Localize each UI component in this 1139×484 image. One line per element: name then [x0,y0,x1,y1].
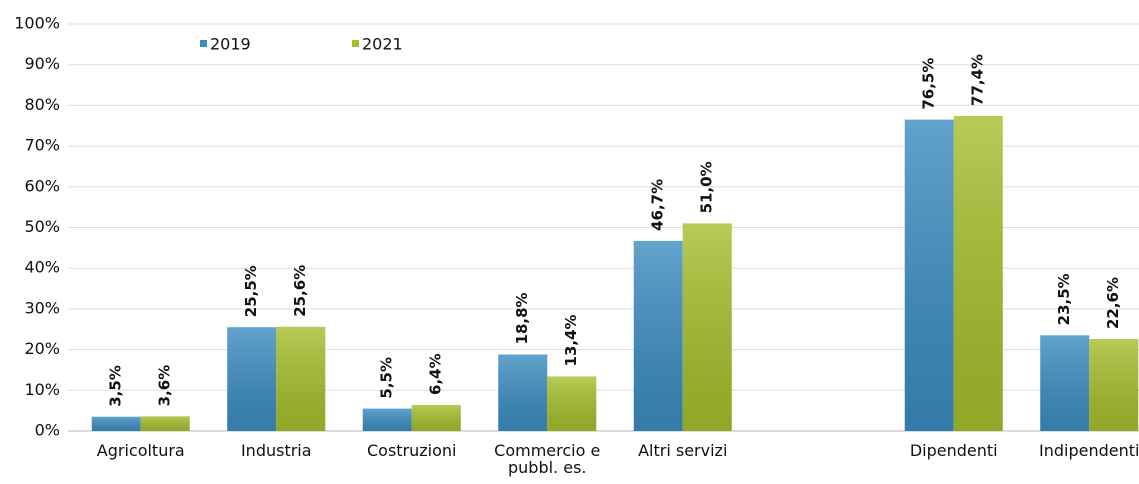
y-tick-label: 60% [24,176,60,195]
y-tick-label: 100% [14,14,60,33]
bar-shade [362,408,412,431]
value-label: 46,7% [649,179,667,231]
value-label: 13,4% [562,314,580,366]
bar-shade [1089,339,1139,431]
legend-swatch [200,40,207,47]
bar-shade [953,115,1003,432]
value-label: 25,5% [242,265,260,317]
bar-shade [904,119,954,432]
value-label: 25,6% [291,265,309,317]
bar-shade [276,326,326,431]
value-label: 3,5% [107,365,125,407]
y-tick-label: 30% [24,298,60,317]
legend-label: 2021 [362,35,403,54]
y-tick-label: 50% [24,217,60,236]
x-tick-label: Commercio e pubbl. es. [494,441,601,477]
value-label: 77,4% [969,54,987,106]
y-tick-label: 70% [24,136,60,155]
legend-label: 2019 [210,35,251,54]
y-tick-label: 10% [24,380,60,399]
x-tick-label: Industria [240,441,312,460]
y-tick-label: 0% [35,421,60,440]
bar-shade [411,404,461,431]
value-label: 6,4% [427,353,445,395]
value-label: 18,8% [513,292,531,344]
y-tick-label: 90% [24,54,60,73]
y-tick-label: 20% [24,339,60,358]
bar-shade [91,416,141,431]
value-label: 3,6% [156,365,174,407]
bar-shade [498,354,548,431]
x-tick-label: Altri servizi [638,441,728,460]
value-label: 22,6% [1104,277,1122,329]
value-label: 23,5% [1055,273,1073,325]
bar-shade [633,240,683,431]
x-tick-label: Dipendenti [909,441,998,460]
x-tick-label: Agricoltura [96,441,185,460]
y-tick-label: 40% [24,258,60,277]
legend-swatch [352,40,359,47]
bar-shade [140,416,190,431]
value-label: 5,5% [378,357,396,399]
x-tick-label: Indipendenti [1039,441,1139,460]
bar-shade [547,376,597,431]
value-label: 76,5% [920,58,938,110]
y-tick-label: 80% [24,95,60,114]
bar-shade [1040,335,1090,431]
x-tick-label: Costruzioni [366,441,457,460]
bar-shade [682,223,732,431]
bar-shade [227,327,277,431]
value-label: 51,0% [698,161,716,213]
